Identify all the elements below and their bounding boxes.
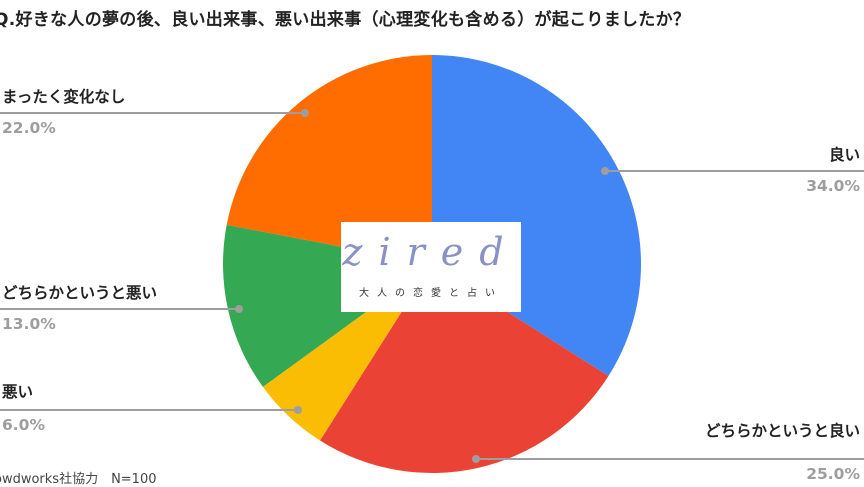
- slice-percent: 25.0%: [806, 465, 860, 483]
- slice-percent: 34.0%: [806, 177, 860, 195]
- slice-percent: 6.0%: [2, 416, 45, 434]
- slice-percent: 22.0%: [2, 119, 56, 137]
- leader-dot: [294, 406, 302, 414]
- pie-slice: [320, 264, 609, 473]
- chart-title: Q.好きな人の夢の後、良い出来事、悪い出来事（心理変化も含める）が起こりましたか…: [0, 10, 691, 30]
- leader-dot: [301, 109, 309, 117]
- pie-slice: [226, 54, 432, 265]
- slice-label: 悪い: [2, 383, 34, 401]
- slice-percent: 13.0%: [2, 315, 56, 333]
- logo-tagline: 大人の恋愛と占い: [359, 288, 503, 299]
- slice-label: 良い: [828, 146, 860, 164]
- leader-dot: [472, 455, 480, 463]
- leader-dot: [601, 167, 609, 175]
- leader-dot: [235, 305, 243, 313]
- slice-label: どちらかというと悪い: [2, 284, 158, 302]
- zired-logo: zired 大人の恋愛と占い: [341, 222, 521, 312]
- source-note: owdworks社協力 N=100: [0, 472, 157, 487]
- slice-label: どちらかというと良い: [704, 422, 860, 440]
- logo-wordmark: zired: [342, 230, 520, 274]
- slice-label: まったく変化なし: [2, 88, 126, 106]
